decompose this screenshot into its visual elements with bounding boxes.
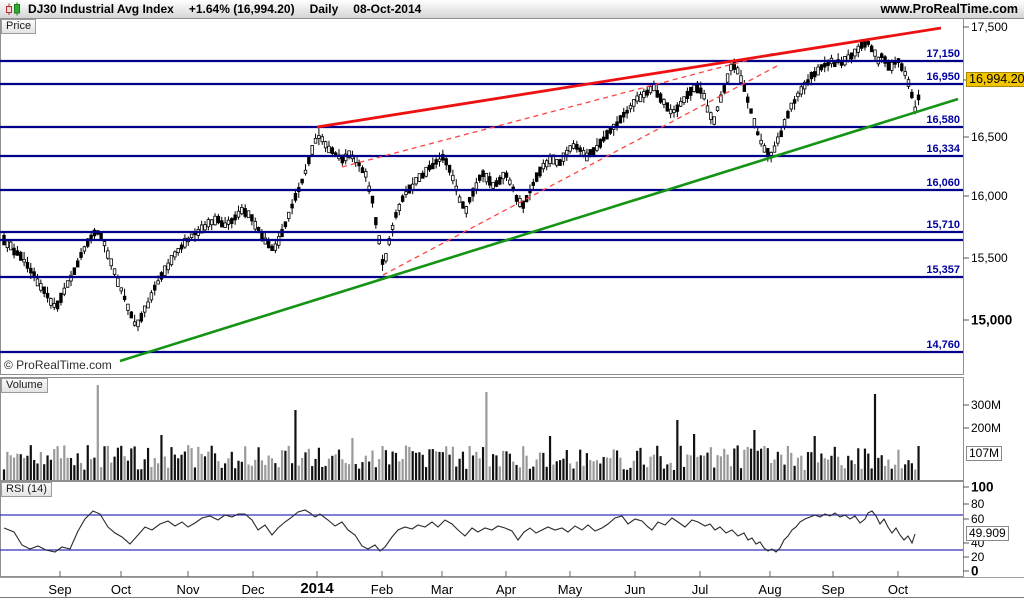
month-label: Sep: [48, 582, 72, 597]
volume-panel[interactable]: [0, 377, 964, 481]
copyright-watermark: © ProRealTime.com: [4, 358, 112, 372]
price-axis-label: 16,500: [971, 130, 1008, 144]
month-label: Dec: [241, 582, 265, 597]
website-link[interactable]: www.ProRealTime.com: [880, 2, 1018, 16]
timeframe: Daily: [309, 2, 339, 16]
price-axis-label: 16,000: [971, 189, 1008, 203]
rsi-panel[interactable]: [0, 481, 964, 577]
instrument-name: DJ30 Industrial Avg Index: [28, 2, 174, 16]
volume-axis-label: 300M: [971, 398, 1002, 412]
rsi-axis-label: 0: [971, 563, 979, 579]
price-change: +1.64% (16,994.20): [188, 2, 295, 16]
tab-rsi[interactable]: RSI (14): [1, 482, 52, 497]
time-axis[interactable]: [0, 577, 1024, 598]
price-panel[interactable]: [0, 18, 964, 375]
month-label: Sep: [821, 582, 845, 597]
tab-volume[interactable]: Volume: [1, 378, 48, 393]
month-label: Aug: [758, 582, 782, 597]
month-label: Oct: [887, 582, 909, 597]
rsi-axis-label: 60: [971, 512, 985, 526]
tab-price[interactable]: Price: [1, 19, 37, 34]
last-rsi-box: 49.909: [966, 526, 1009, 541]
month-label: Apr: [495, 582, 517, 597]
rsi-axis-label: 100: [971, 479, 994, 495]
price-axis-label: 15,000: [971, 312, 1013, 328]
month-label: Nov: [176, 582, 200, 597]
rsi-axis-label: 20: [971, 550, 985, 564]
month-label: May: [557, 582, 583, 597]
price-axis-label: 17,500: [971, 20, 1008, 34]
last-volume-box: 107M: [966, 446, 1003, 461]
chart-date: 08-Oct-2014: [353, 2, 422, 16]
month-label: Jul: [691, 582, 709, 597]
last-price-box: 16,994.20: [966, 72, 1024, 87]
month-label: Jun: [624, 582, 646, 597]
price-axis-label: 15,500: [971, 251, 1008, 265]
candlestick-icon: [5, 2, 22, 16]
month-label: Oct: [110, 582, 132, 597]
volume-axis-label: 200M: [971, 421, 1002, 435]
month-label: Mar: [430, 582, 454, 597]
month-label: Feb: [370, 582, 394, 597]
header-bar: DJ30 Industrial Avg Index +1.64% (16,994…: [0, 0, 1024, 19]
month-label: 2014: [300, 580, 334, 597]
rsi-axis-label: 80: [971, 497, 985, 511]
